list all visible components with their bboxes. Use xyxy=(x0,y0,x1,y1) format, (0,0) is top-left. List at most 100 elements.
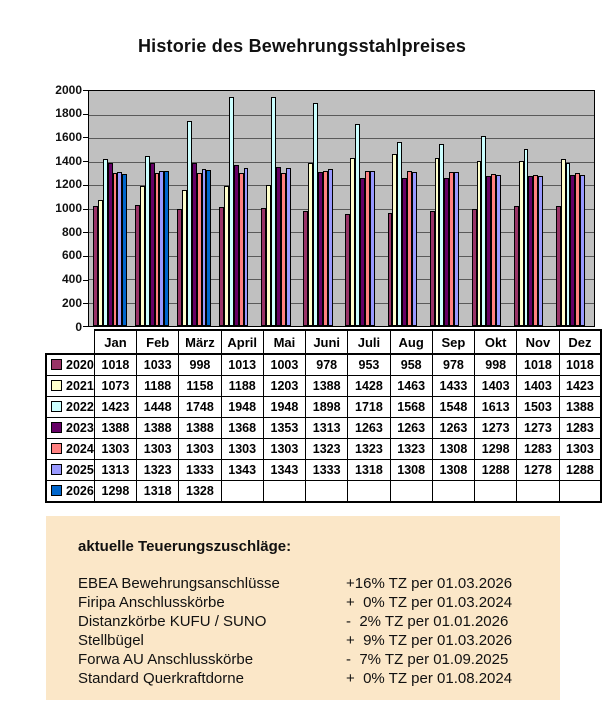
bar-slot xyxy=(402,91,408,326)
table-cell-2020-Juni: 978 xyxy=(305,353,349,376)
table-cell-2021-Aug: 1463 xyxy=(389,375,433,397)
surcharges-panel: aktuelle Teuerungszuschläge: EBEA Bewehr… xyxy=(46,516,560,700)
table-cell-2025-Juli: 1318 xyxy=(347,459,391,481)
bar-2023-Nov xyxy=(528,176,534,326)
bar-slot xyxy=(97,91,103,326)
bar-slot xyxy=(154,91,160,326)
bar-slot xyxy=(543,91,548,326)
y-axis-label: 800 xyxy=(61,224,82,239)
bar-2021-Jan xyxy=(97,199,103,326)
bar-slot xyxy=(501,91,506,326)
table-cell-2022-Sep: 1548 xyxy=(431,396,476,418)
table-cell-2023-Dez: 1283 xyxy=(558,417,603,439)
table-cell-2022-Mai: 1948 xyxy=(262,396,307,418)
bar-slot xyxy=(392,91,398,326)
table-cell-2024-Mai: 1303 xyxy=(262,438,307,460)
bar-slot xyxy=(481,91,487,326)
bar-2020-Juli xyxy=(345,214,351,326)
bar-2022-Juli xyxy=(355,124,361,326)
month-header-Jan: Jan xyxy=(93,329,138,355)
y-axis-label: 1800 xyxy=(55,106,82,121)
bar-slot xyxy=(164,91,170,326)
bar-2022-Aug xyxy=(397,141,403,326)
bar-2020-Aug xyxy=(387,213,393,326)
table-cell-2022-Dez: 1388 xyxy=(558,396,603,418)
bar-group-Okt xyxy=(468,91,510,326)
table-cell-2023-Jan: 1388 xyxy=(93,417,138,439)
bar-slot xyxy=(387,91,393,326)
bar-slot xyxy=(177,91,183,326)
table-cell-2025-Sep: 1308 xyxy=(431,459,476,481)
series-color-swatch xyxy=(51,464,62,475)
bar-slot xyxy=(280,91,286,326)
table-cell-2025-April: 1343 xyxy=(220,459,264,481)
bar-slot xyxy=(444,91,450,326)
table-cell-2025-Aug: 1308 xyxy=(389,459,433,481)
gridline xyxy=(89,302,594,304)
bar-2023-Sep xyxy=(444,177,450,326)
bar-2023-Feb xyxy=(149,162,155,326)
bar-2022-April xyxy=(228,97,234,326)
bar-slot xyxy=(107,91,113,326)
bar-2023-Mai xyxy=(275,167,281,326)
table-cell-2020-März: 998 xyxy=(178,353,222,376)
legend-key-2026: 2026 xyxy=(44,480,95,503)
bar-slot xyxy=(411,91,417,326)
bar-2021-Mai xyxy=(266,184,272,326)
y-axis-tick xyxy=(83,113,88,115)
bar-slot xyxy=(93,91,98,326)
bar-slot xyxy=(318,91,323,326)
surcharge-label: Forwa AU Anschlusskörbe xyxy=(78,651,254,668)
bar-group-Nov xyxy=(510,91,552,326)
surcharge-value: + 9% TZ per 01.03.2026 xyxy=(346,632,513,649)
bar-2022-März xyxy=(186,120,192,326)
surcharges-heading: aktuelle Teuerungszuschläge: xyxy=(78,538,292,555)
table-row-2025: 2025 1313 1323 1333 1343 1343 1333 1318 1308 1308… xyxy=(44,459,603,481)
month-header-Sep: Sep xyxy=(431,329,476,355)
bar-2020-Sep xyxy=(429,211,435,326)
bar-2022-Juni xyxy=(313,103,319,326)
bar-2021-Nov xyxy=(518,161,524,326)
month-header-Dez: Dez xyxy=(558,329,603,355)
bar-2020-Mai xyxy=(261,208,267,326)
month-header-Okt: Okt xyxy=(474,329,518,355)
bar-group-Juli xyxy=(341,91,383,326)
bar-2021-Dez xyxy=(560,158,566,326)
bar-2024-Nov xyxy=(533,175,539,326)
table-cell-2024-Jan: 1303 xyxy=(93,438,138,460)
table-row-2024: 2024 1303 1303 1303 1303 1303 1323 1323 1323 1308… xyxy=(44,438,603,460)
bar-group-Mai xyxy=(257,91,299,326)
bar-slot xyxy=(496,91,501,326)
bar-slot xyxy=(454,91,459,326)
bar-2021-April xyxy=(224,186,229,326)
month-header-Aug: Aug xyxy=(389,329,433,355)
table-cell-2025-Okt: 1288 xyxy=(474,459,518,481)
bar-2020-Dez xyxy=(555,206,561,326)
bar-2024-Jan xyxy=(112,172,118,326)
table-cell-2020-Jan: 1018 xyxy=(93,353,138,376)
surcharge-label: EBEA Bewehrungsanschlüsse xyxy=(78,575,280,592)
bar-slot xyxy=(327,91,333,326)
table-cell-2023-Mai: 1353 xyxy=(262,417,307,439)
table-cell-2023-Juli: 1263 xyxy=(347,417,391,439)
surcharge-item: Forwa AU Anschlusskörbe - 7% TZ per 01.09… xyxy=(78,650,550,669)
bar-slot xyxy=(285,91,291,326)
table-cell-2026-Dez xyxy=(558,480,603,503)
bar-slot xyxy=(585,91,590,326)
table-cell-2025-Juni: 1333 xyxy=(305,459,349,481)
bar-2022-Okt xyxy=(481,136,487,326)
bar-slot xyxy=(555,91,561,326)
surcharge-label: Firipa Anschlusskörbe xyxy=(78,594,225,611)
table-cell-2021-Juli: 1428 xyxy=(347,375,391,397)
table-cell-2020-Okt: 998 xyxy=(474,353,518,376)
bar-slot xyxy=(397,91,403,326)
table-cell-2021-Juni: 1388 xyxy=(305,375,349,397)
bar-group-Juni xyxy=(299,91,341,326)
surcharge-item: Distanzkörbe KUFU / SUNO - 2% TZ per 01.0… xyxy=(78,612,550,631)
surcharge-label: Distanzkörbe KUFU / SUNO xyxy=(78,613,267,630)
y-axis-label: 0 xyxy=(75,319,82,334)
table-cell-2024-Dez: 1303 xyxy=(558,438,603,460)
bar-slot xyxy=(182,91,187,326)
table-cell-2022-Feb: 1448 xyxy=(136,396,180,418)
